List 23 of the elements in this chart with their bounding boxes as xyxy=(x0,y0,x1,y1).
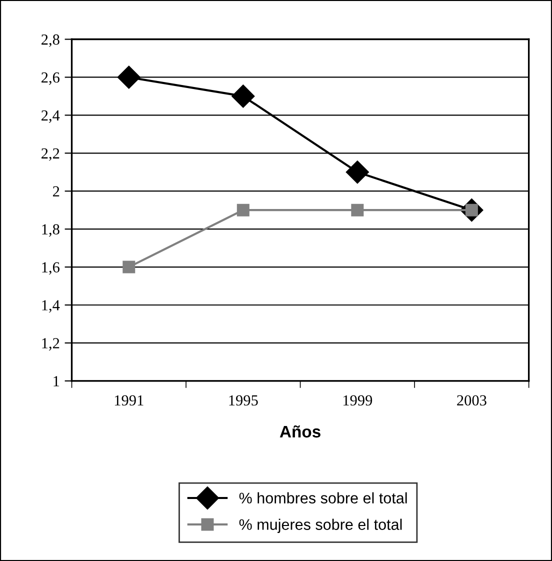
y-tick-label: 1 xyxy=(54,376,60,386)
y-tick-label: 1,2 xyxy=(42,338,60,351)
y-tick-label: 1,6 xyxy=(42,262,60,275)
y-tick-label: 1,4 xyxy=(42,300,60,313)
x-axis-title: Años xyxy=(280,425,320,438)
legend-label: % hombres sobre el total xyxy=(239,492,407,504)
point xyxy=(346,160,369,184)
y-tick-label: 2,8 xyxy=(42,34,60,47)
point xyxy=(117,66,140,89)
x-tick-label: 1995 xyxy=(229,395,258,406)
x-tick-label: 2003 xyxy=(457,395,486,406)
x-tick-label: 1999 xyxy=(343,395,372,406)
y-tick-label: 2,2 xyxy=(42,148,60,161)
y-tick-label: 2,6 xyxy=(42,72,60,85)
legend-label: % mujeres sobre el total xyxy=(239,518,402,533)
y-tick-label: 2 xyxy=(52,186,60,196)
point xyxy=(351,204,364,216)
x-tick-label: 1991 xyxy=(114,395,144,406)
point xyxy=(122,260,136,274)
point xyxy=(236,204,250,216)
y-tick-label: 2,4 xyxy=(42,110,60,123)
y-tick-label: 1,8 xyxy=(42,224,60,237)
point xyxy=(232,84,255,108)
